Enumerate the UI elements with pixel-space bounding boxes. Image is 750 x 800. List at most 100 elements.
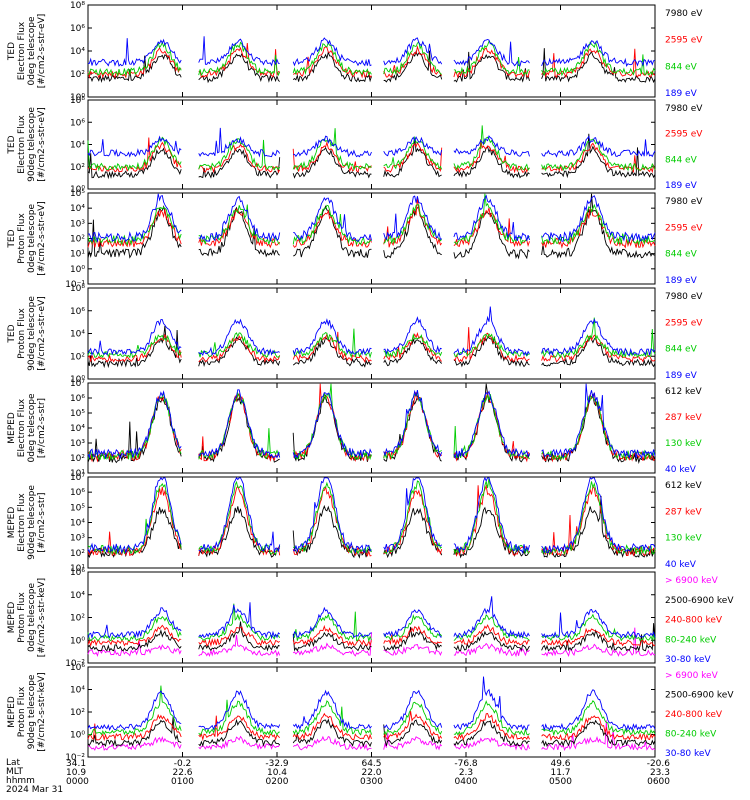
legend-entry: 80-240 keV [665,730,717,740]
x-tick-label: 0300 [360,777,383,787]
legend-entry: 189 eV [665,89,698,99]
y-tick-label: 10⁷ [70,379,85,389]
y-tick-label: 10¹ [70,564,85,574]
y-tick-label: 10⁴ [70,141,85,151]
x-tick-label: 0400 [455,777,478,787]
legend-entry: 189 eV [665,276,698,286]
y-tick-label: 10² [70,70,85,80]
legend-entry: 30-80 keV [665,749,711,759]
legend-entry: 240-800 keV [665,616,723,626]
y-tick-label: 10⁷ [70,473,85,483]
y-axis-label-line: [#/cm2-s-str-keV] [37,578,47,657]
y-axis-label-line: [#/cm2-s-str] [37,398,47,458]
legend-entry: 7980 eV [665,104,703,114]
y-tick-label: 10⁸ [70,96,85,106]
y-axis-label-line: MEPED [7,507,17,539]
series-line [87,137,656,174]
y-tick-label: 10³ [70,439,85,449]
y-axis-label-line: 90deg telescope [27,107,37,182]
x-tick-label: 2.3 [459,768,473,778]
y-tick-label: 10² [70,708,85,718]
panel-frame [87,287,656,380]
y-axis-label-line: MEPED [7,412,17,444]
legend-entry: 30-80 keV [665,655,711,665]
y-axis-label-line: [#/cm2-s-str-keV] [37,672,47,751]
legend-entry: 844 eV [665,62,698,72]
y-tick-label: 10⁴ [70,686,85,696]
y-tick-label: 10² [70,235,85,245]
y-axis-label-line: Electron Flux [17,493,27,552]
legend-entry: 130 keV [665,534,702,544]
x-tick-label: 22.0 [361,768,381,778]
panel-frame [87,571,656,664]
x-tick-label: -76.8 [454,759,478,769]
series-line [87,317,656,359]
legend-entry: 2595 eV [665,130,703,140]
x-tick-label: 0200 [266,777,289,787]
x-tick-label: 10.9 [66,768,86,778]
series-line [87,720,656,751]
y-axis-label-line: TED [7,229,17,248]
y-tick-label: 10⁵ [70,189,85,199]
y-tick-label: 10⁰ [70,265,85,275]
panel-frame [87,382,656,474]
legend-entry: 240-800 keV [665,710,723,720]
legend-entry: 7980 eV [665,292,703,302]
x-tick-label: 11.7 [550,768,570,778]
x-tick-label: 34.1 [66,759,86,769]
legend-entry: 2595 eV [665,223,703,233]
series-line [87,711,656,742]
legend-entry: > 6900 keV [665,576,719,586]
y-tick-label: 10⁴ [70,204,85,214]
legend-entry: 844 eV [665,345,698,355]
y-tick-label: 10⁶ [70,394,85,404]
y-tick-label: 10⁰ [70,185,85,195]
y-tick-label: 10² [70,352,85,362]
legend-entry: 287 keV [665,507,702,517]
legend-entry: 844 eV [665,155,698,165]
y-tick-label: 10⁸ [70,1,85,11]
y-tick-label: 10² [70,614,85,624]
series-line [87,36,656,67]
y-tick-label: 10⁶ [70,118,85,128]
y-tick-label: 10⁶ [70,568,85,578]
y-tick-label: 10⁻² [65,753,85,763]
y-axis-label-line: 90deg telescope [27,674,37,749]
y-axis-label-line: Electron Flux [17,21,27,80]
panel-5: 10¹ 10² 10³ 10⁴ 10⁵ 10⁶ 10⁷ MEPED Electron Flux 0… [7,379,702,479]
legend-entry: 189 eV [665,371,698,381]
legend-entry: 7980 eV [665,197,703,207]
series-line [87,383,656,463]
legend-entry: 844 eV [665,250,698,260]
y-tick-label: 10³ [70,534,85,544]
x-tick-label: 0000 [66,777,89,787]
legend-entry: 130 keV [665,439,702,449]
panel-frame [87,4,656,98]
series-line [87,125,656,172]
y-axis-label-line: 90deg telescope [27,485,37,560]
y-tick-label: 10¹ [70,469,85,479]
y-tick-label: 10⁶ [70,488,85,498]
legend-entry: 612 keV [665,481,702,491]
y-tick-label: 10⁶ [70,24,85,34]
panel-4: 10⁰ 10² 10⁴ 10⁶ 10⁸ TED Proton Flux 90deg teles… [7,284,703,385]
series-line [87,40,656,77]
legend-entry: 2595 eV [665,318,703,328]
y-tick-label: 10⁵ [70,503,85,513]
legend-entry: 40 keV [665,560,697,570]
y-axis-label-line: Proton Flux [17,213,27,264]
y-tick-label: 10⁴ [70,47,85,57]
x-tick-label: -20.6 [647,759,671,769]
series-line [87,193,656,247]
y-axis-label-line: 0deg telescope [27,204,37,274]
y-axis-label-line: [#/cm2-s-str-eV] [37,201,47,276]
y-tick-label: 10³ [70,219,85,229]
series-line [87,676,656,732]
legend-entry: 2500-6900 keV [665,596,734,606]
y-axis-label-line: 0deg telescope [27,393,37,463]
y-tick-label: 10¹ [70,250,85,260]
x-tick-label: 22.6 [172,768,192,778]
y-axis-label-line: Electron Flux [17,398,27,457]
y-axis-label-line: [#/cm2-s-str-eV] [37,107,47,182]
